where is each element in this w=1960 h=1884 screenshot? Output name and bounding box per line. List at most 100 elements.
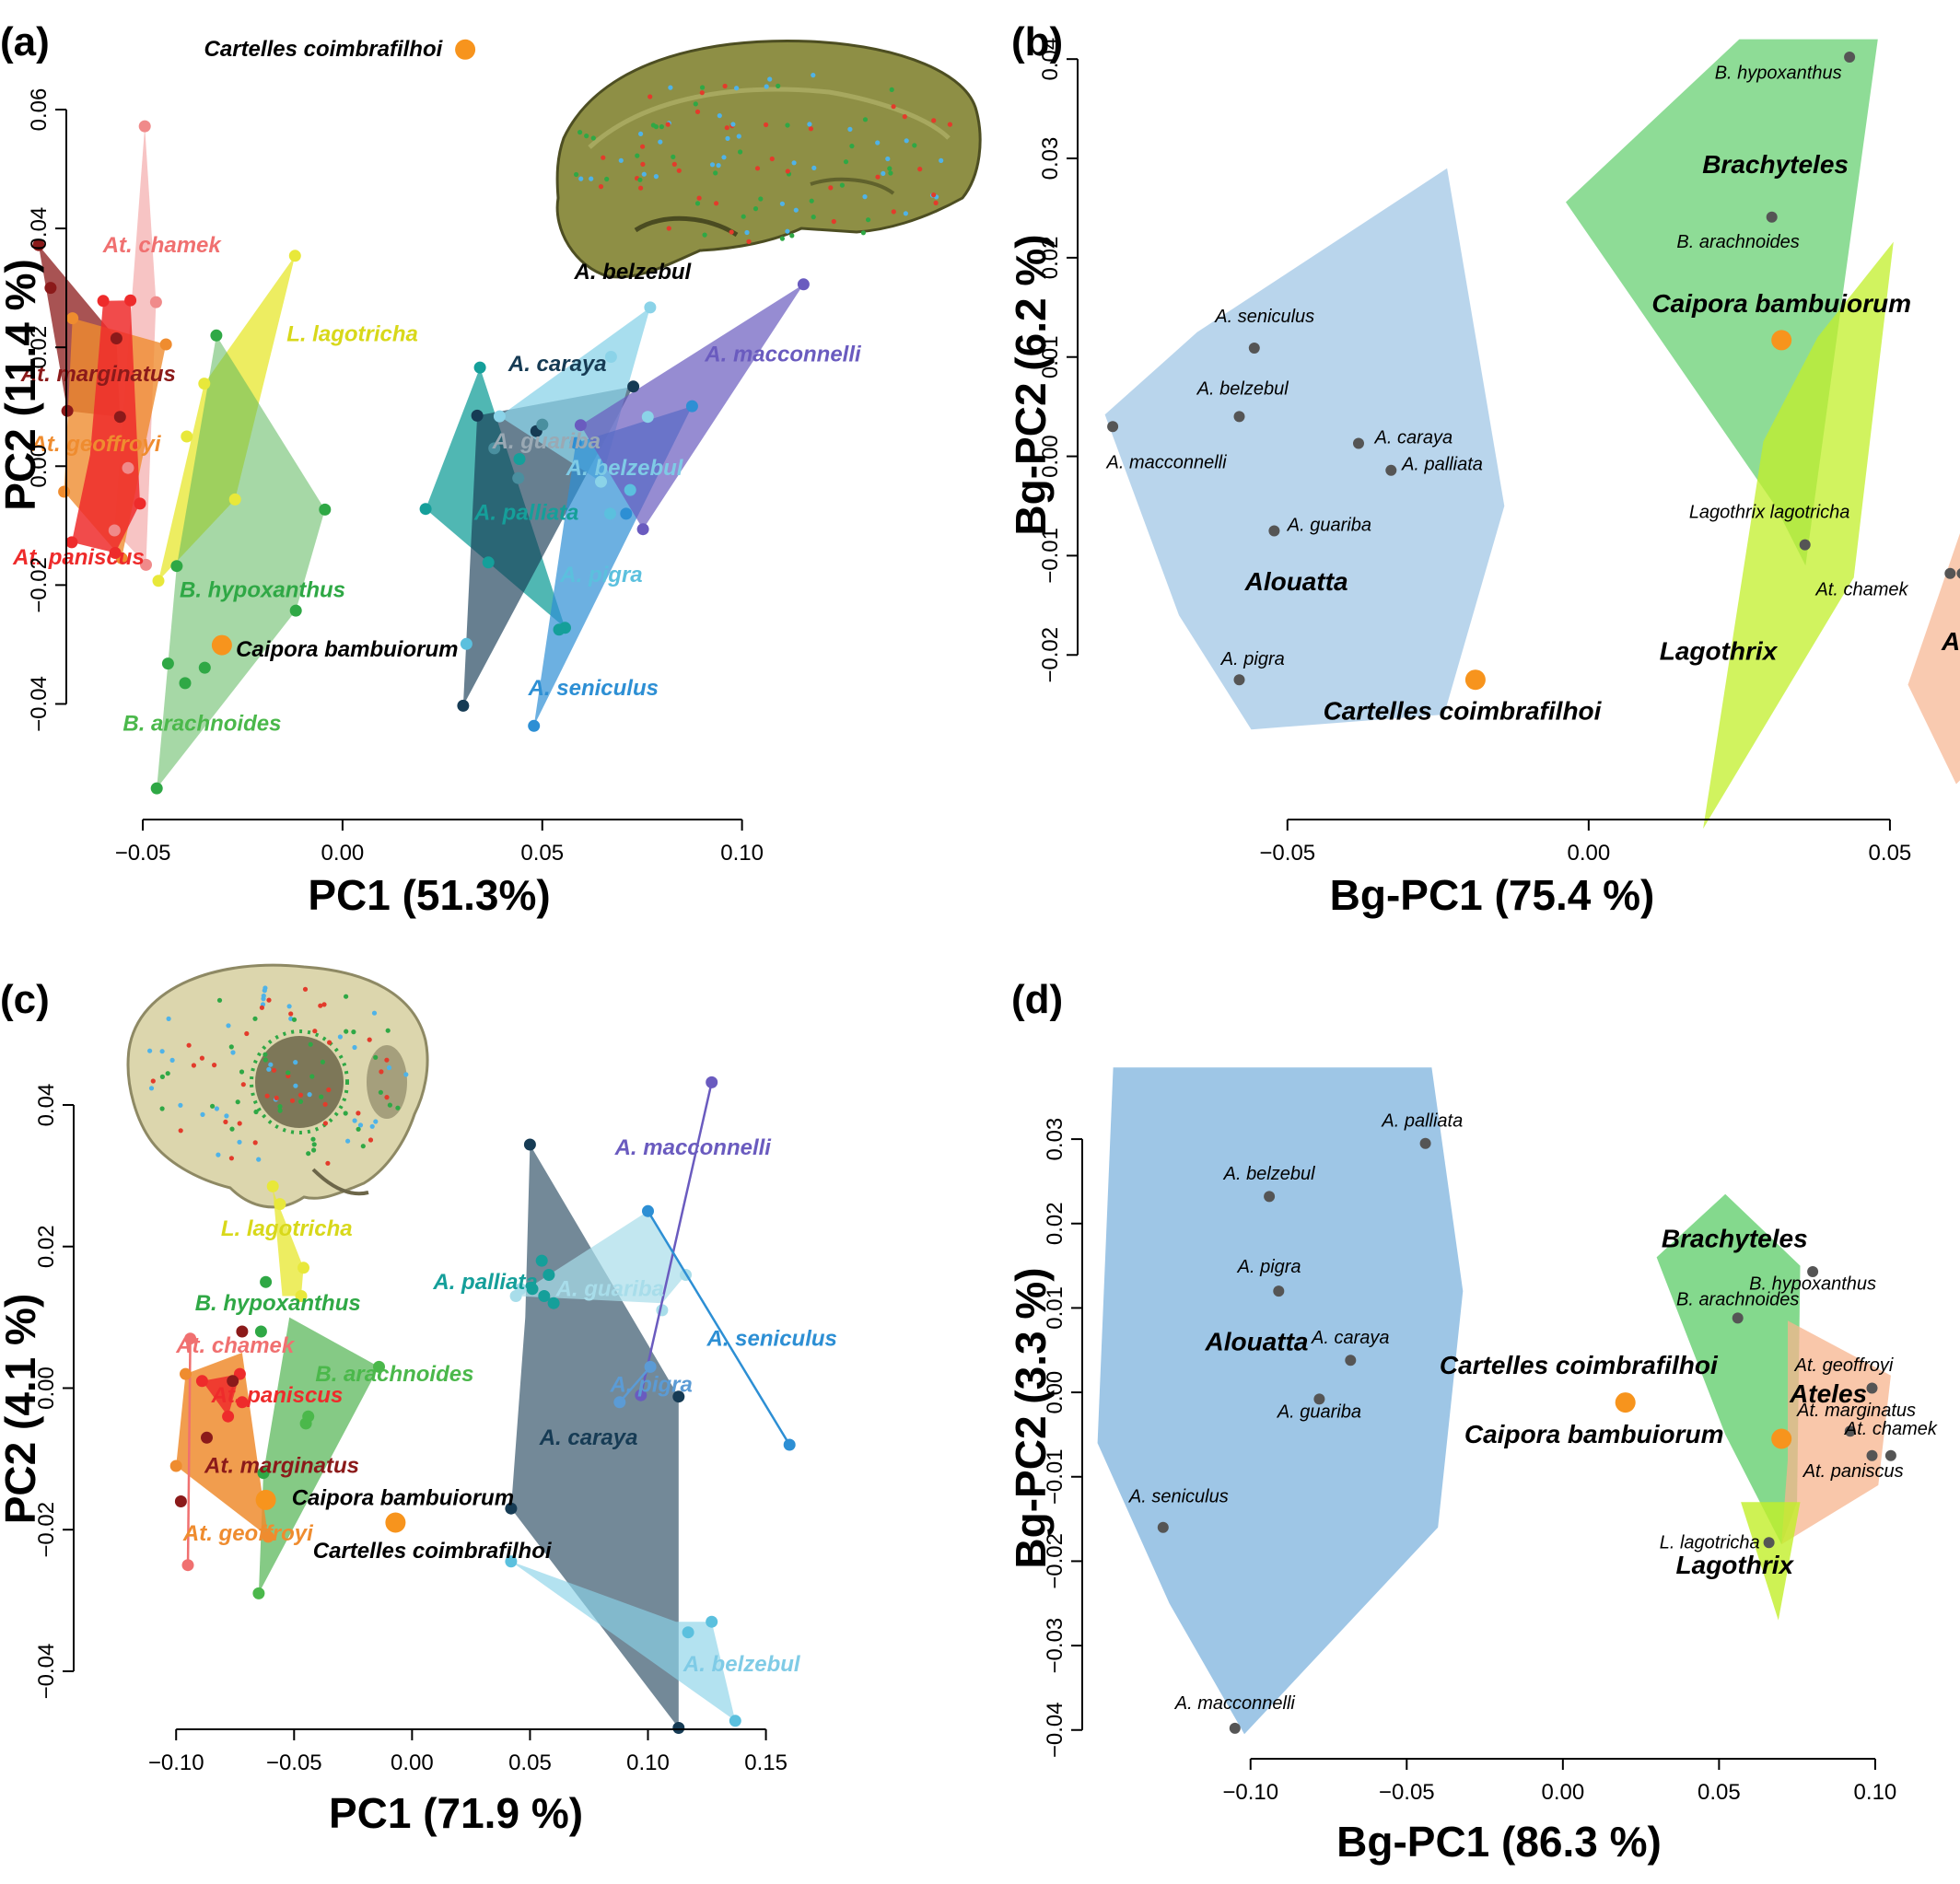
landmark-dot bbox=[713, 170, 718, 176]
landmark-dot bbox=[321, 1002, 327, 1007]
landmark-dot bbox=[240, 1082, 246, 1087]
group-label: A. belzebul bbox=[574, 260, 693, 285]
specimen-point-at-marginatus bbox=[227, 1375, 239, 1388]
fossil-point-caipora-bambuiorum bbox=[211, 634, 232, 656]
landmark-dot bbox=[811, 73, 816, 78]
specimen-point-l-lagotricha bbox=[274, 1198, 286, 1211]
landmark-dot bbox=[298, 1092, 304, 1098]
specimen-point-b-hypoxanthus bbox=[289, 604, 302, 617]
landmark-dot bbox=[598, 184, 604, 190]
species-label: B. hypoxanthus bbox=[1715, 64, 1842, 84]
landmark-dot bbox=[724, 125, 729, 131]
landmark-dot bbox=[888, 170, 893, 176]
landmark-dot bbox=[356, 1111, 361, 1116]
specimen-point-b-hypoxanthus bbox=[254, 1325, 267, 1338]
landmark-dot bbox=[709, 162, 716, 168]
specimen-point-l-lagotricha bbox=[198, 378, 211, 390]
specimen-point-b-arachnoides bbox=[252, 1587, 265, 1599]
group-label: A. belzebul bbox=[682, 1652, 801, 1677]
fossil-point-cartelles-coimbrafilhoi bbox=[455, 39, 476, 60]
landmark-dot bbox=[793, 207, 799, 213]
specimen-point-a-guariba bbox=[514, 1283, 527, 1296]
landmark-dot bbox=[230, 1050, 236, 1055]
x-tick-label: −0.05 bbox=[1259, 841, 1315, 866]
landmark-dot bbox=[668, 85, 673, 90]
group-label: A. pigra bbox=[610, 1372, 693, 1397]
landmark-dot bbox=[714, 201, 719, 206]
landmark-dot bbox=[831, 218, 836, 225]
landmark-dot bbox=[373, 1054, 379, 1060]
specimen-point-b-hypoxanthus bbox=[257, 1467, 270, 1480]
landmark-dot bbox=[223, 1119, 228, 1124]
specimen-point-b-arachnoides bbox=[161, 657, 174, 670]
landmark-dot bbox=[637, 177, 643, 182]
species-label: A. macconnelli bbox=[1106, 453, 1228, 473]
specimen-point-a-pigra bbox=[460, 637, 472, 650]
x-tick-label: 0.10 bbox=[1854, 1780, 1897, 1805]
species-mean-point bbox=[1353, 437, 1364, 449]
x-tick-label: −0.05 bbox=[115, 841, 171, 866]
landmark-dot bbox=[327, 1040, 332, 1045]
landmark-dot bbox=[785, 169, 790, 174]
y-tick-label: 0.06 bbox=[27, 88, 52, 132]
specimen-point-a-caraya bbox=[457, 699, 470, 712]
y-tick-label: −0.02 bbox=[27, 557, 52, 613]
landmark-dot bbox=[931, 192, 937, 198]
specimen-point-at-paniscus bbox=[109, 547, 122, 559]
species-mean-point bbox=[1866, 1449, 1878, 1461]
group-link-line bbox=[618, 1366, 652, 1403]
landmark-dot bbox=[379, 1069, 384, 1075]
landmark-dot bbox=[635, 153, 640, 158]
specimen-point-a-belzebul bbox=[729, 1715, 741, 1727]
specimen-point-at-geoffroyi bbox=[262, 1530, 274, 1543]
landmark-dot bbox=[722, 83, 728, 89]
specimen-point-at-paniscus bbox=[134, 497, 146, 510]
landmark-dot bbox=[212, 1063, 217, 1068]
specimen-point-a-guariba bbox=[488, 442, 501, 455]
group-label: At. paniscus bbox=[211, 1383, 344, 1408]
landmark-dot bbox=[729, 229, 734, 235]
x-tick-label: −0.10 bbox=[1222, 1780, 1278, 1805]
specimen-point-a-macconnelli bbox=[797, 278, 810, 291]
y-tick-label: 0.04 bbox=[27, 207, 52, 250]
specimen-point-at-chamek bbox=[122, 461, 134, 474]
landmark-dot bbox=[191, 1063, 196, 1068]
landmark-dot bbox=[933, 200, 939, 205]
landmark-dot bbox=[702, 232, 707, 238]
landmark-dot bbox=[266, 997, 272, 1003]
landmark-dot bbox=[650, 122, 657, 128]
landmark-dot bbox=[811, 165, 817, 170]
landmark-dot bbox=[371, 1010, 378, 1016]
species-label: A. belzebul bbox=[1196, 379, 1289, 400]
group-hull bbox=[516, 1211, 686, 1304]
species-mean-point bbox=[1385, 464, 1397, 476]
x-tick-label: −0.05 bbox=[1379, 1780, 1435, 1805]
landmark-dot bbox=[717, 113, 722, 119]
y-tick-label: 0.00 bbox=[34, 1366, 59, 1410]
group-label: A. guariba bbox=[555, 1277, 664, 1302]
species-mean-point bbox=[1233, 411, 1245, 423]
specimen-point-at-paniscus bbox=[236, 1396, 249, 1409]
group-label: At. paniscus bbox=[12, 545, 145, 570]
x-tick-label: 0.00 bbox=[321, 841, 365, 866]
landmark-dot bbox=[769, 156, 775, 162]
specimen-point-at-marginatus bbox=[236, 1325, 249, 1338]
landmark-dot bbox=[235, 1099, 240, 1105]
landmark-dot bbox=[807, 122, 812, 127]
landmark-dot bbox=[604, 176, 610, 182]
specimen-point-a-caraya bbox=[471, 409, 484, 422]
specimen-point-at-chamek bbox=[108, 524, 121, 537]
specimen-point-a-belzebul bbox=[706, 1615, 718, 1628]
genus-label: Ateles bbox=[1941, 627, 1960, 656]
landmark-dot bbox=[199, 1055, 204, 1061]
specimen-point-a-caraya bbox=[672, 1722, 685, 1734]
landmark-dot bbox=[274, 1095, 279, 1100]
group-label: A. belzebul bbox=[566, 456, 684, 481]
specimen-point-a-pigra bbox=[613, 1396, 626, 1409]
specimen-point-a-palliata bbox=[538, 1290, 551, 1302]
species-mean-point bbox=[1766, 211, 1778, 223]
group-label: At. marginatus bbox=[204, 1454, 359, 1479]
specimen-point-at-paniscus bbox=[195, 1375, 208, 1388]
landmark-dot bbox=[386, 1064, 392, 1071]
landmark-dot bbox=[373, 1119, 379, 1124]
